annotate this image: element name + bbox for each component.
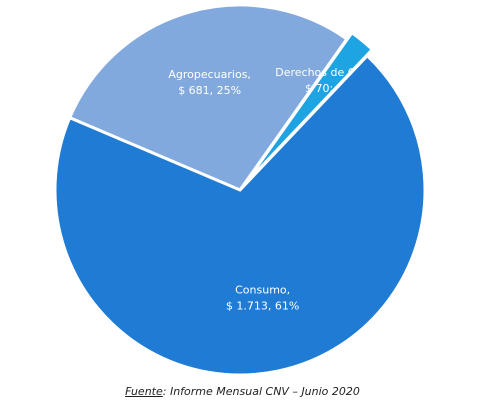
pie-slice bbox=[67, 3, 349, 192]
source-note: Fuente: Informe Mensual CNV – Junio 2020 bbox=[0, 385, 485, 398]
slice-label: Consumo, bbox=[235, 284, 290, 297]
pie-slice bbox=[243, 30, 375, 185]
pie-slice bbox=[53, 53, 427, 377]
chart: Agropecuarios,$ 681, 25%Derechos de Cobr… bbox=[53, 3, 427, 377]
slice-value-label: $ 1.713, 61% bbox=[226, 300, 299, 313]
slice-value-label: $ 681, 25% bbox=[178, 84, 241, 97]
slice-label: Agropecuarios, bbox=[168, 68, 251, 81]
source-text: : Informe Mensual CNV – Junio 2020 bbox=[162, 385, 360, 398]
source-label: Fuente bbox=[125, 385, 163, 398]
